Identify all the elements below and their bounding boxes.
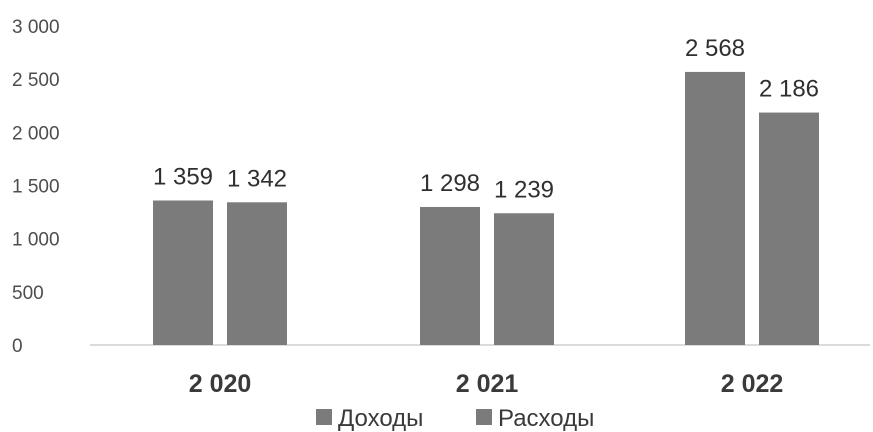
data-label: 2 186: [759, 76, 819, 103]
data-label: 1 239: [494, 176, 554, 203]
legend-label-dohody: Доходы: [338, 405, 423, 432]
data-label: 1 359: [153, 163, 213, 190]
bar-rashody-2: [759, 112, 819, 346]
x-tick-label: 2 021: [456, 370, 519, 398]
bar-dohody-1: [420, 206, 480, 345]
y-tick-label: 3 000: [12, 17, 60, 38]
data-label: 2 568: [685, 35, 745, 62]
x-axis: 2 020 2 021 2 022: [189, 370, 784, 398]
y-tick-label: 1 000: [12, 230, 60, 251]
bars: [153, 71, 819, 346]
y-tick-label: 2 500: [12, 70, 60, 91]
bar-rashody-1: [494, 213, 554, 345]
legend: Доходы Расходы: [316, 405, 594, 432]
y-axis: 0 500 1 000 1 500 2 000 2 500 3 000: [12, 17, 60, 357]
x-tick-label: 2 020: [189, 370, 252, 398]
y-tick-label: 2 000: [12, 123, 60, 144]
y-tick-label: 500: [12, 283, 44, 304]
bar-rashody-0: [227, 202, 287, 345]
y-tick-label: 1 500: [12, 177, 60, 198]
legend-label-rashody: Расходы: [498, 405, 594, 432]
x-tick-label: 2 022: [721, 370, 784, 398]
data-labels: 1 359 1 342 1 298 1 239 2 568 2 186: [153, 35, 819, 203]
legend-swatch-dohody: [316, 409, 332, 425]
y-tick-label: 0: [12, 336, 23, 357]
bar-dohody-2: [685, 71, 745, 345]
bar-dohody-0: [153, 200, 213, 345]
data-label: 1 298: [420, 170, 480, 197]
legend-swatch-rashody: [476, 409, 492, 425]
data-label: 1 342: [227, 165, 287, 192]
